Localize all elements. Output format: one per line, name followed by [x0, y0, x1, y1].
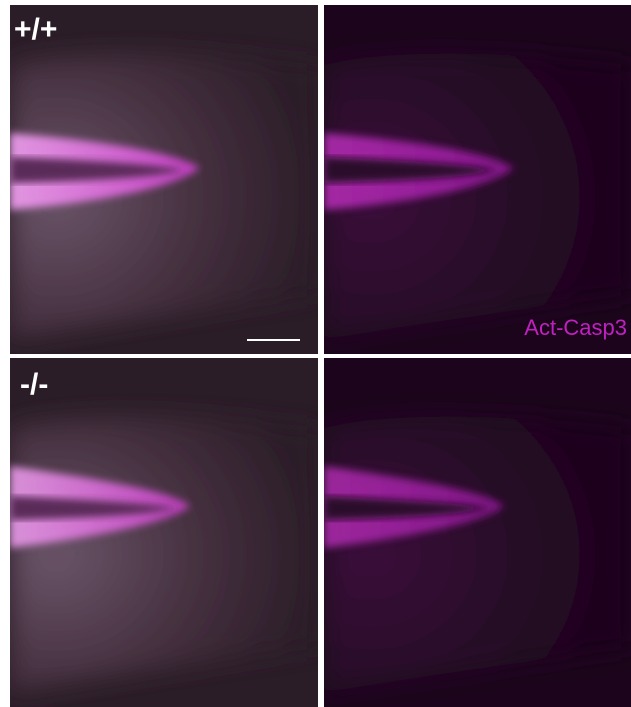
- genotype-label: -/-: [20, 368, 48, 401]
- figure: +/+ Act-Casp3 -/-: [0, 0, 631, 707]
- stain-label: Act-Casp3: [524, 315, 627, 340]
- panel-merge-ko: -/-: [10, 358, 318, 707]
- panel-merge-wt: +/+: [10, 5, 318, 354]
- page: +/+ Act-Casp3 -/- (() => { const data = …: [0, 0, 631, 707]
- panel-casp3-ko: [324, 358, 631, 707]
- genotype-label: +/+: [14, 13, 57, 46]
- panel-casp3-wt: Act-Casp3: [324, 5, 631, 354]
